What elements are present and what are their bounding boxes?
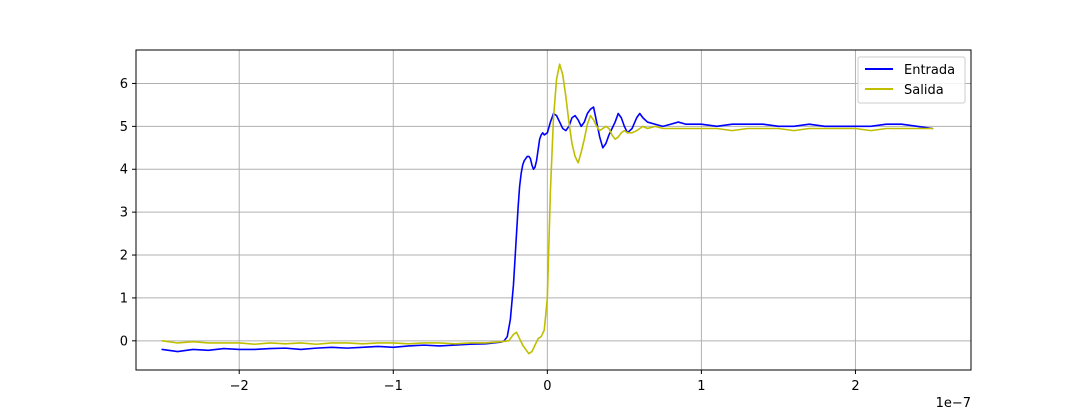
x-tick-label: 2 [851,379,859,394]
x-tick-label: 1 [697,379,705,394]
y-tick-label: 3 [120,206,128,221]
x-tick-label: −1 [384,379,403,394]
legend-label-entrada: Entrada [904,63,955,78]
axes-frame [135,49,972,371]
y-tick-label: 6 [120,77,128,92]
legend-label-salida: Salida [904,83,944,98]
y-tick-label: 0 [120,334,128,349]
x-axis: −2 −1 0 1 2 [230,370,860,394]
series-line-salida [161,63,934,355]
y-tick-label: 2 [120,249,128,264]
series-group [161,63,934,355]
series-line-entrada [161,106,934,353]
y-axis: 0 1 2 3 4 5 6 [120,77,136,349]
x-tick-label: 0 [543,379,551,394]
x-axis-offset-label: 1e−7 [936,396,971,411]
y-tick-label: 4 [120,163,128,178]
y-tick-label: 1 [120,291,128,306]
x-tick-label: −2 [230,379,249,394]
legend: Entrada Salida [857,56,966,104]
y-tick-label: 5 [120,120,128,135]
